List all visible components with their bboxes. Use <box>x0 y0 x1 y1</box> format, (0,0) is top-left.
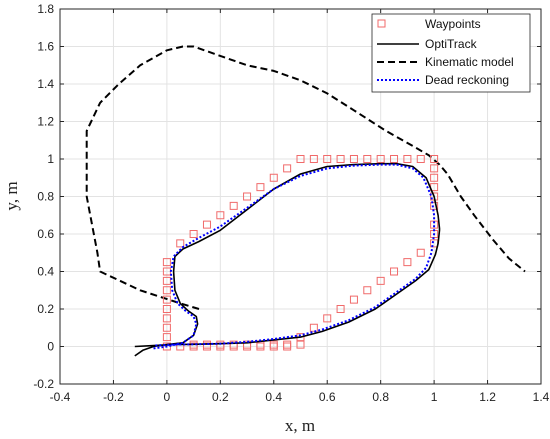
waypoint-marker <box>269 340 278 349</box>
waypoint-marker <box>162 258 171 267</box>
waypoint-marker <box>403 258 412 267</box>
waypoint-marker <box>309 155 318 163</box>
waypoint-marker <box>376 155 385 163</box>
waypoint-marker <box>416 248 425 257</box>
y-tick-label: 1.2 <box>37 115 54 129</box>
waypoint-marker <box>363 155 372 163</box>
waypoint-marker <box>216 211 225 220</box>
legend-label-waypoints: Waypoints <box>425 17 481 31</box>
waypoint-marker <box>403 155 412 163</box>
x-tick-label: 1 <box>431 390 438 404</box>
x-tick-label: 0.8 <box>372 390 389 404</box>
series-dead-reckoning-line <box>153 163 436 350</box>
y-tick-label: 0.6 <box>37 227 54 241</box>
y-tick-label: 1 <box>47 152 54 166</box>
tick-labels: -0.4 -0.2 0 0.2 0.4 0.6 0.8 1 1.2 1.4-0.200.20.40… <box>33 2 549 404</box>
waypoint-marker <box>323 155 332 163</box>
waypoint-marker <box>349 295 358 304</box>
waypoint-marker <box>176 239 185 248</box>
legend-label-dead-reckoning: Dead reckoning <box>425 73 509 87</box>
x-axis-label: x, m <box>285 416 315 435</box>
waypoint-marker <box>296 340 305 349</box>
y-tick-label: 0.2 <box>37 302 54 316</box>
waypoint-marker <box>323 314 332 323</box>
y-tick-label: 1.8 <box>37 2 54 16</box>
waypoint-marker <box>162 305 171 313</box>
y-tick-label: 0.4 <box>37 265 54 279</box>
waypoint-marker <box>430 220 439 229</box>
ticks <box>59 8 542 385</box>
legend-label-kinematic-model: Kinematic model <box>425 55 514 69</box>
waypoint-marker <box>283 340 292 349</box>
waypoint-marker <box>162 314 171 323</box>
x-tick-label: 1.4 <box>533 390 550 404</box>
waypoint-marker <box>430 164 439 173</box>
waypoint-marker <box>269 173 278 182</box>
y-tick-label: -0.2 <box>33 377 54 391</box>
series-layer <box>85 45 526 357</box>
x-tick-label: 0 <box>164 390 171 404</box>
waypoint-marker <box>283 164 292 173</box>
waypoint-marker <box>336 305 345 313</box>
waypoint-marker <box>336 155 345 163</box>
waypoint-marker <box>349 155 358 163</box>
waypoint-marker <box>162 323 171 332</box>
waypoint-marker <box>229 201 238 210</box>
y-tick-label: 1.6 <box>37 40 54 54</box>
legend-marker-waypoints <box>377 19 386 28</box>
waypoint-marker <box>243 192 252 201</box>
series-kinematic-model-line <box>85 45 526 310</box>
x-tick-label: -0.4 <box>50 390 71 404</box>
y-tick-label: 0 <box>47 340 54 354</box>
y-tick-label: 0.8 <box>37 190 54 204</box>
x-tick-label: 0.6 <box>319 390 336 404</box>
waypoint-marker <box>430 155 439 163</box>
waypoint-marker <box>229 340 238 349</box>
waypoint-marker <box>309 323 318 332</box>
waypoint-marker <box>189 230 198 238</box>
x-tick-label: 0.4 <box>265 390 282 404</box>
waypoint-marker <box>376 276 385 285</box>
waypoint-marker <box>390 155 399 163</box>
waypoint-marker <box>162 286 171 295</box>
waypoint-marker <box>243 340 252 349</box>
legend: Waypoints OptiTrack Kinematic model Dead… <box>371 13 531 93</box>
waypoint-marker <box>256 183 265 192</box>
y-tick-label: 1.4 <box>37 77 54 91</box>
waypoint-marker <box>296 155 305 163</box>
waypoint-marker <box>416 155 425 163</box>
y-axis-label: y, m <box>2 181 21 210</box>
waypoint-marker <box>390 267 399 276</box>
waypoint-marker <box>162 333 171 342</box>
legend-label-optitrack: OptiTrack <box>425 37 478 51</box>
x-tick-label: 1.2 <box>479 390 496 404</box>
x-tick-label: -0.2 <box>103 390 124 404</box>
waypoint-marker <box>363 286 372 295</box>
waypoint-marker <box>162 295 171 304</box>
waypoint-marker <box>162 276 171 285</box>
x-tick-label: 0.2 <box>212 390 229 404</box>
waypoint-marker <box>202 220 211 229</box>
waypoint-marker <box>430 173 439 182</box>
series-optitrack-line <box>134 162 441 357</box>
